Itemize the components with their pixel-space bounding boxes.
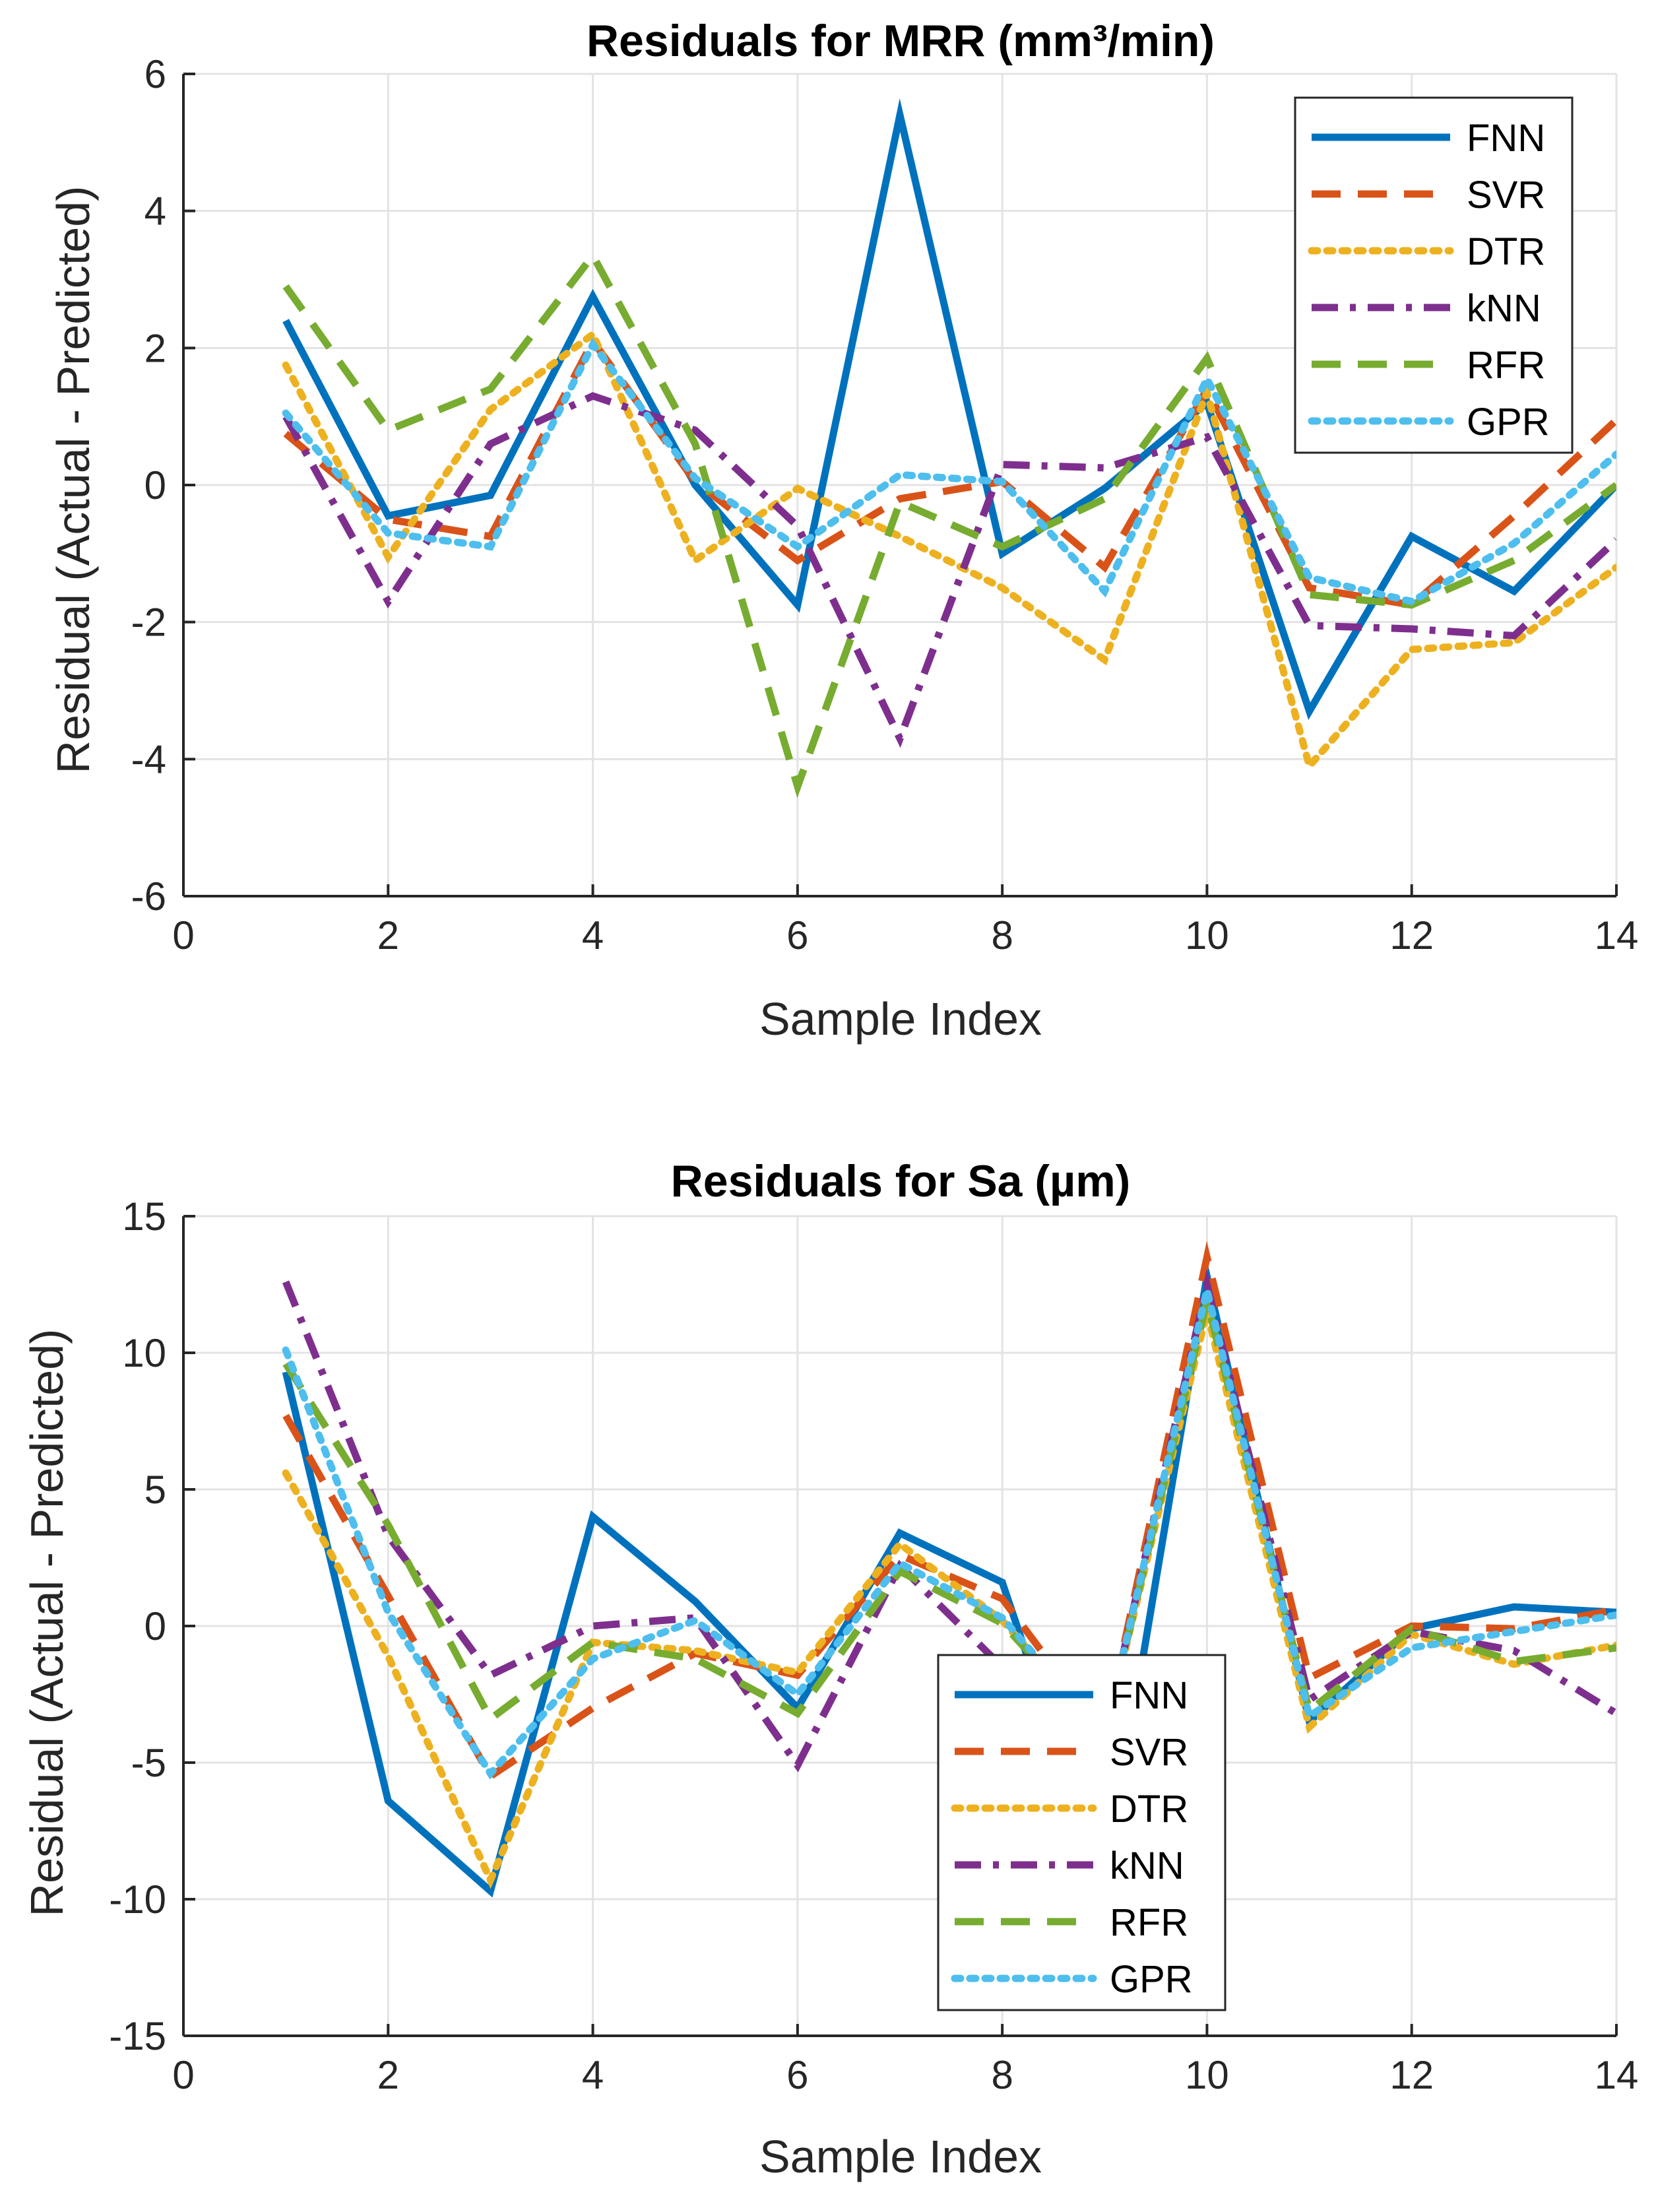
legend-item-svr: SVR xyxy=(1312,174,1545,216)
x-tick-label: 10 xyxy=(1185,2053,1229,2097)
legend: FNN SVR DTR kNN RFR GPR xyxy=(937,1654,1226,2011)
x-tick-label: 4 xyxy=(582,2053,604,2097)
x-tick-label: 14 xyxy=(1595,913,1639,958)
y-tick-label: 0 xyxy=(144,1604,166,1648)
y-tick-label: 6 xyxy=(144,52,166,96)
y-tick-label: 10 xyxy=(122,1331,166,1375)
series-line-gpr xyxy=(282,337,1616,606)
series-line-svr xyxy=(282,1241,1616,1782)
legend-item-fnn: FNN xyxy=(955,1674,1188,1717)
series-line-rfr xyxy=(282,1285,1616,1743)
legend-box xyxy=(937,1654,1226,2011)
x-tick-label: 0 xyxy=(172,913,194,958)
y-tick-label: 15 xyxy=(122,1194,166,1239)
y-tick-label: -5 xyxy=(131,1741,166,1785)
series-line-gpr xyxy=(282,1274,1616,1780)
legend-label: RFR xyxy=(1467,344,1545,387)
x-tick-label: 10 xyxy=(1185,913,1229,958)
series-line-knn xyxy=(282,392,1616,748)
y-tick-label: -10 xyxy=(109,1877,166,1922)
legend-box xyxy=(1294,96,1574,454)
x-axis-label: Sample Index xyxy=(759,2131,1042,2182)
legend-label: GPR xyxy=(1467,401,1550,443)
x-tick-label: 2 xyxy=(377,913,399,958)
mrr-residuals-chart: Residuals for MRR (mm³/min) Sample Index… xyxy=(48,16,1638,1045)
series-line-fnn xyxy=(282,98,1616,720)
x-tick-label: 4 xyxy=(582,913,604,958)
y-axis-label: Residual (Actual - Predicted) xyxy=(48,186,99,774)
legend-label: GPR xyxy=(1110,1958,1193,2001)
x-axis-label: Sample Index xyxy=(759,993,1042,1045)
legend-label: FNN xyxy=(1110,1674,1188,1717)
y-tick-label: -4 xyxy=(131,737,166,781)
series-group xyxy=(282,1241,1616,1901)
y-tick-label: 2 xyxy=(144,326,166,370)
chart-title: Residuals for Sa (µm) xyxy=(671,1156,1131,1206)
series-line-svr xyxy=(283,334,1616,609)
chart-title: Residuals for MRR (mm³/min) xyxy=(587,16,1215,66)
legend-label: kNN xyxy=(1467,287,1541,330)
y-axis-label: Residual (Actual - Predicted) xyxy=(21,1329,73,1917)
legend-item-gpr: GPR xyxy=(1308,401,1550,443)
legend-item-knn: kNN xyxy=(1312,287,1541,330)
x-tick-label: 8 xyxy=(991,2053,1013,2097)
legend-item-dtr: DTR xyxy=(951,1788,1188,1831)
x-tick-label: 12 xyxy=(1389,913,1434,958)
legend-label: DTR xyxy=(1467,230,1545,273)
legend-label: FNN xyxy=(1467,117,1545,160)
legend-item-dtr: DTR xyxy=(1308,230,1545,273)
series-line-knn xyxy=(282,1268,1616,1773)
sa-residuals-chart: Residuals for Sa (µm) Sample Index Resid… xyxy=(21,1156,1638,2182)
y-tick-label: 4 xyxy=(144,189,166,234)
y-tick-label: -2 xyxy=(131,601,166,645)
x-tick-label: 6 xyxy=(786,2053,808,2097)
legend-item-rfr: RFR xyxy=(1312,344,1545,387)
legend-label: DTR xyxy=(1110,1788,1188,1831)
x-tick-label: 8 xyxy=(991,913,1013,958)
legend: FNN SVR DTR kNN RFR GPR xyxy=(1294,96,1574,454)
x-tick-label: 14 xyxy=(1595,2053,1639,2097)
series-line-dtr xyxy=(282,329,1616,773)
y-tick-label: 5 xyxy=(144,1468,166,1512)
legend-item-fnn: FNN xyxy=(1312,117,1545,160)
legend-item-gpr: GPR xyxy=(951,1958,1193,2001)
legend-label: SVR xyxy=(1110,1731,1188,1774)
legend-item-rfr: RFR xyxy=(955,1901,1188,1944)
legend-item-knn: kNN xyxy=(955,1844,1184,1887)
y-tick-label: -6 xyxy=(131,874,166,919)
y-tick-label: -15 xyxy=(109,2014,166,2058)
x-tick-label: 0 xyxy=(172,2053,194,2097)
legend-label: SVR xyxy=(1467,174,1545,216)
y-tick-label: 0 xyxy=(144,463,166,507)
series-line-dtr xyxy=(282,1296,1616,1889)
series-group xyxy=(282,98,1616,798)
legend-item-svr: SVR xyxy=(955,1731,1188,1774)
x-tick-label: 2 xyxy=(377,2053,399,2097)
legend-label: kNN xyxy=(1110,1844,1184,1887)
x-tick-label: 12 xyxy=(1389,2053,1434,2097)
x-tick-label: 6 xyxy=(786,913,808,958)
legend-label: RFR xyxy=(1110,1901,1188,1944)
